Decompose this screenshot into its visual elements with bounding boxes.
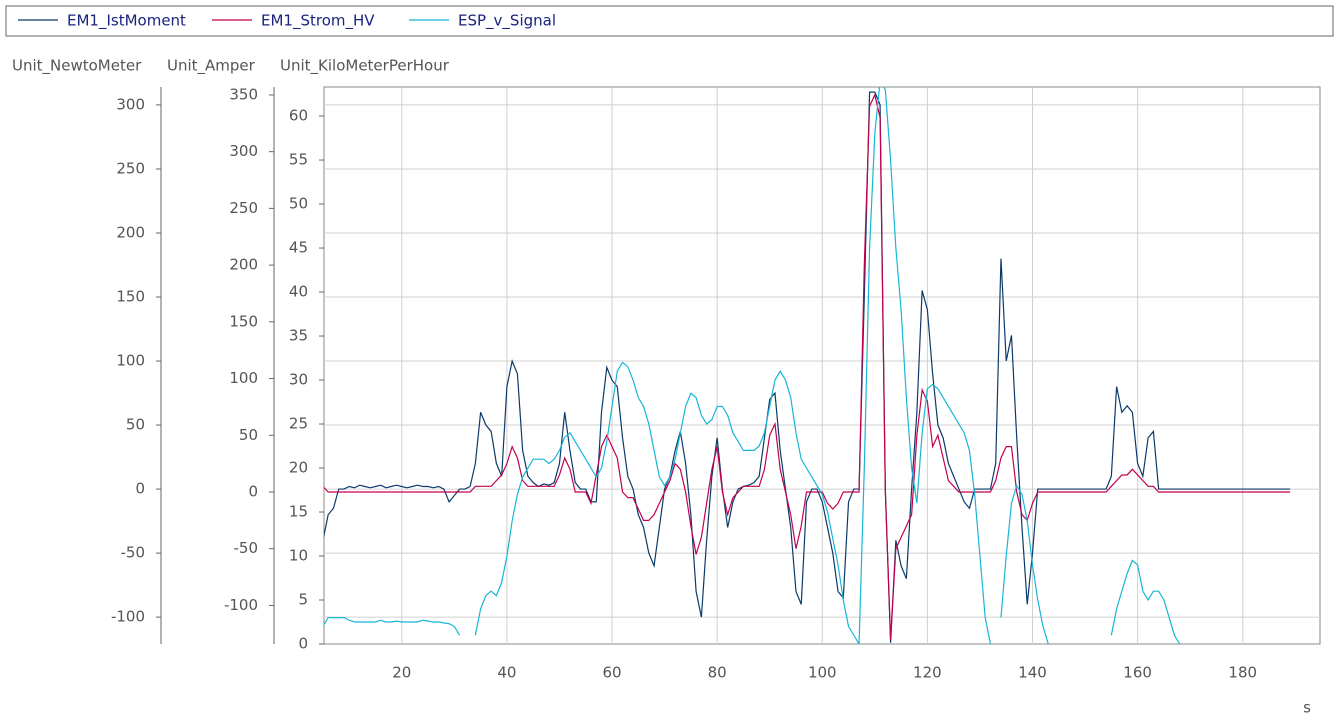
x-axis-label: s [1303, 699, 1311, 717]
series-line [324, 93, 1291, 640]
y2-tick-label: 100 [229, 369, 258, 387]
y3-tick-label: 60 [289, 107, 308, 125]
y-tick-label: -50 [121, 544, 146, 562]
x-tick-label: 160 [1123, 664, 1152, 682]
y3-tick-label: 50 [289, 195, 308, 213]
y3-tick-label: 5 [298, 591, 308, 609]
y-tick-label: 200 [116, 223, 145, 241]
y-tick-label: 0 [135, 480, 145, 498]
x-tick-label: 40 [497, 664, 516, 682]
y-tick-label: 50 [126, 416, 145, 434]
y2-tick-label: 250 [229, 199, 258, 217]
y2-tick-label: -100 [224, 596, 258, 614]
series-line [324, 87, 1181, 644]
y-axis-label: Unit_NewtoMeter [12, 57, 142, 76]
series-line [324, 91, 1291, 643]
x-tick-label: 80 [708, 664, 727, 682]
x-tick-label: 60 [602, 664, 621, 682]
y3-tick-label: 0 [298, 635, 308, 653]
legend-box [5, 5, 1334, 37]
y2-tick-label: -50 [234, 539, 259, 557]
x-tick-label: 20 [392, 664, 411, 682]
y3-tick-label: 45 [289, 239, 308, 257]
x-tick-label: 100 [808, 664, 837, 682]
y3-tick-label: 15 [289, 503, 308, 521]
y-tick-label: 250 [116, 159, 145, 177]
y2-tick-label: 0 [248, 482, 258, 500]
y3-tick-label: 25 [289, 415, 308, 433]
y-tick-label: 100 [116, 352, 145, 370]
y3-tick-label: 55 [289, 151, 308, 169]
x-tick-label: 120 [913, 664, 942, 682]
x-tick-label: 180 [1228, 664, 1257, 682]
y3-tick-label: 30 [289, 371, 308, 389]
y2-tick-label: 200 [229, 256, 258, 274]
y3-tick-label: 40 [289, 283, 308, 301]
legend-label: ESP_v_Signal [458, 12, 556, 31]
x-tick-label: 140 [1018, 664, 1047, 682]
y2-axis-label: Unit_Amper [167, 57, 256, 76]
legend-label: EM1_Strom_HV [261, 12, 375, 31]
y3-axis-label: Unit_KiloMeterPerHour [280, 57, 450, 76]
y-tick-label: 150 [116, 287, 145, 305]
y-tick-label: 300 [116, 95, 145, 113]
y2-tick-label: 350 [229, 85, 258, 103]
y3-tick-label: 35 [289, 327, 308, 345]
y3-tick-label: 10 [289, 547, 308, 565]
legend-label: EM1_IstMoment [67, 12, 186, 31]
y-tick-label: -100 [111, 608, 145, 626]
y3-tick-label: 20 [289, 459, 308, 477]
y2-tick-label: 150 [229, 312, 258, 330]
y2-tick-label: 300 [229, 142, 258, 160]
y2-tick-label: 50 [239, 426, 258, 444]
